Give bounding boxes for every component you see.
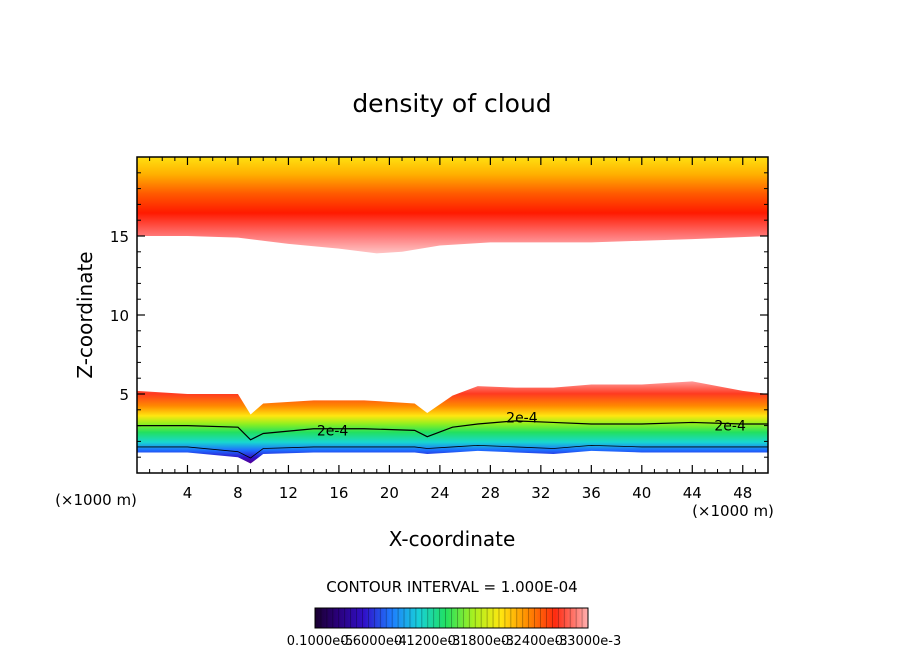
chart-title: density of cloud [352, 89, 551, 118]
contour-interval-text: CONTOUR INTERVAL = 1.000E-04 [326, 578, 577, 596]
x-axis-label: X-coordinate [389, 527, 516, 551]
x-unit-left: (×1000 m) [55, 491, 137, 509]
x-tick-label: 4 [183, 484, 193, 502]
colorbar [314, 607, 589, 629]
plot-area: 2e-4 2e-4 2e-4 [137, 157, 768, 473]
contour-line-2e-4 [137, 420, 768, 441]
x-tick-label: 40 [632, 484, 651, 502]
y-tick-label: 5 [119, 386, 129, 404]
colorbar-label: 0.1200e-3 [394, 634, 460, 649]
contour-label: 2e-4 [714, 419, 746, 435]
x-tick-label: 44 [683, 484, 702, 502]
x-tick-label: 24 [430, 484, 449, 502]
upper-cloud-layer [137, 157, 768, 254]
contour-line-base [137, 444, 768, 459]
colorbar-label: 0.1800e-3 [448, 634, 514, 649]
colorbar-label: 0.6000e-4 [340, 634, 406, 649]
contour-label: 2e-4 [317, 423, 349, 439]
lower-cloud-layer [137, 381, 768, 464]
x-tick-label: 32 [531, 484, 550, 502]
colorbar-label: 0.3000e-3 [555, 634, 621, 649]
y-axis-label: Z-coordinate [73, 251, 97, 378]
x-unit-right: (×1000 m) [692, 502, 774, 520]
colorbar-label: 0.1000e-5 [287, 634, 353, 649]
colorbar-stripes [320, 608, 583, 628]
x-tick-label: 20 [380, 484, 399, 502]
y-tick-label: 10 [110, 307, 129, 325]
colorbar-label: 0.2400e-3 [501, 634, 567, 649]
contour-label: 2e-4 [506, 411, 538, 427]
x-tick-label: 28 [481, 484, 500, 502]
y-tick-label: 15 [110, 228, 129, 246]
x-tick-label: 16 [329, 484, 348, 502]
x-tick-label: 48 [733, 484, 752, 502]
x-tick-label: 12 [279, 484, 298, 502]
x-tick-label: 36 [582, 484, 601, 502]
x-tick-label: 8 [233, 484, 243, 502]
